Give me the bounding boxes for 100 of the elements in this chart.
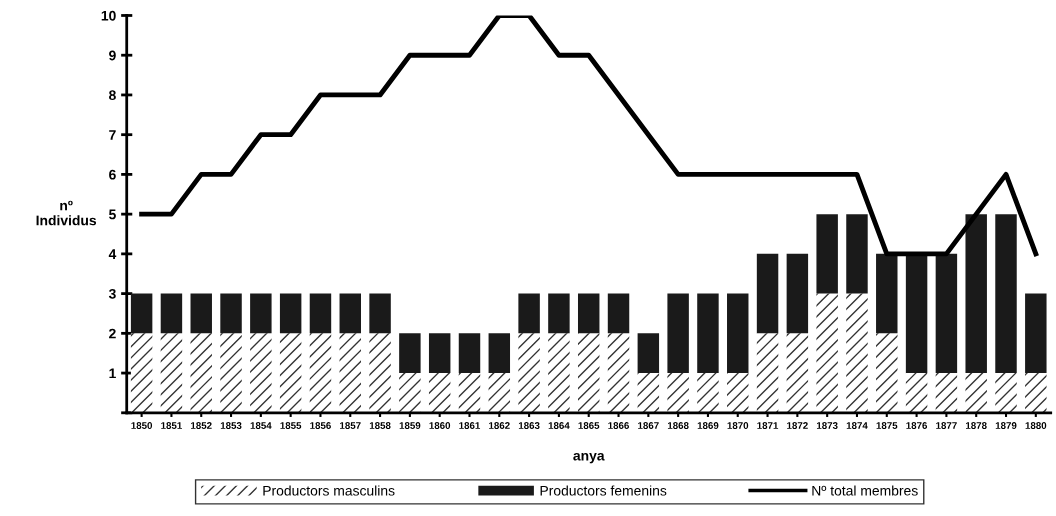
bar (309, 333, 332, 413)
bar (160, 293, 183, 334)
bar (369, 333, 391, 413)
legend-label: Productors masculins (263, 485, 395, 496)
line-series (139, 15, 1039, 257)
y-axis-title: nº Individus (36, 200, 97, 226)
bar (339, 333, 361, 413)
bar (577, 333, 600, 413)
x-tick-label: 1857 (340, 422, 361, 429)
bar (220, 333, 242, 413)
bar (160, 333, 183, 413)
bar (279, 333, 302, 413)
x-tick-label: 1854 (250, 422, 272, 429)
bar (190, 333, 212, 413)
bar (488, 333, 511, 374)
bar (995, 373, 1017, 413)
x-tick-label: 1866 (608, 422, 629, 429)
y-tick-label: 3 (108, 288, 116, 299)
bar (548, 293, 570, 334)
bar (667, 373, 689, 413)
bar (518, 293, 540, 334)
bar (637, 333, 660, 374)
x-tick-label: 1864 (548, 422, 570, 429)
y-tick-label: 10 (101, 10, 116, 21)
x-tick-label: 1878 (966, 422, 987, 429)
bar (458, 373, 481, 413)
x-tick-label: 1860 (429, 422, 451, 429)
x-tick-label: 1880 (1025, 422, 1047, 429)
y-tick-label: 6 (109, 169, 116, 180)
bar (250, 333, 272, 413)
bar (876, 253, 898, 334)
bar (399, 373, 421, 413)
x-tick-label: 1863 (518, 422, 540, 429)
x-tick-label: 1865 (578, 422, 600, 429)
x-tick-label: 1869 (697, 422, 719, 429)
bar (727, 373, 749, 413)
bar (130, 293, 153, 334)
x-tick-label: 1856 (310, 422, 331, 429)
x-tick-label: 1858 (369, 422, 391, 429)
bar (190, 293, 212, 334)
bar (965, 373, 987, 413)
x-tick-label: 1855 (280, 422, 302, 429)
x-tick-label: 1861 (459, 422, 481, 429)
x-tick-label: 1851 (161, 422, 182, 429)
x-axis-title: anya (573, 452, 605, 464)
y-tick-label: 9 (109, 50, 116, 61)
bar (458, 333, 481, 374)
bar (250, 293, 272, 334)
bar (935, 373, 958, 413)
x-tick-label: 1859 (399, 422, 421, 429)
y-tick-label: 7 (109, 130, 116, 140)
bar (220, 293, 242, 334)
bar (876, 333, 898, 413)
bar (786, 333, 809, 413)
x-tick-label: 1867 (638, 422, 659, 429)
bar (130, 333, 153, 413)
bar (756, 333, 779, 413)
bar (727, 293, 749, 374)
bar (995, 214, 1017, 374)
bar (607, 293, 630, 334)
bar (518, 333, 540, 413)
bar (279, 293, 302, 334)
bar (428, 373, 451, 413)
bar (428, 333, 451, 374)
y-tick-label: 4 (108, 249, 117, 259)
y-tick-label: 2 (109, 328, 116, 339)
bar (905, 253, 928, 374)
bar (846, 214, 868, 294)
bar (399, 333, 421, 374)
bar (905, 373, 928, 413)
bar (548, 333, 570, 413)
bar (786, 253, 809, 334)
x-tick-label: 1862 (489, 422, 510, 429)
x-tick-label: 1875 (876, 422, 898, 429)
bar (488, 373, 511, 413)
bar (339, 293, 361, 334)
bar (756, 253, 779, 334)
bar (697, 373, 719, 413)
x-tick-label: 1879 (995, 422, 1017, 429)
bar (577, 293, 600, 334)
bar (816, 214, 838, 294)
bar (637, 373, 660, 413)
y-tick-label: 5 (109, 209, 116, 220)
bar (965, 214, 987, 374)
bar (846, 293, 868, 413)
y-tick-label: 8 (109, 90, 116, 101)
x-tick-label: 1870 (727, 422, 749, 429)
legend-label: Nº total membres (812, 485, 918, 496)
bar (309, 293, 332, 334)
x-tick-label: 1874 (846, 422, 868, 429)
x-tick-label: 1868 (667, 422, 689, 429)
legend-label: Productors femenins (540, 485, 667, 496)
y-tick-label: 1 (109, 368, 116, 379)
x-tick-label: 1852 (191, 422, 212, 429)
x-tick-label: 1877 (936, 422, 957, 429)
bar (935, 253, 958, 374)
bar (697, 293, 719, 374)
x-tick-label: 1872 (787, 422, 808, 429)
bar (667, 293, 689, 374)
bar (369, 293, 391, 334)
